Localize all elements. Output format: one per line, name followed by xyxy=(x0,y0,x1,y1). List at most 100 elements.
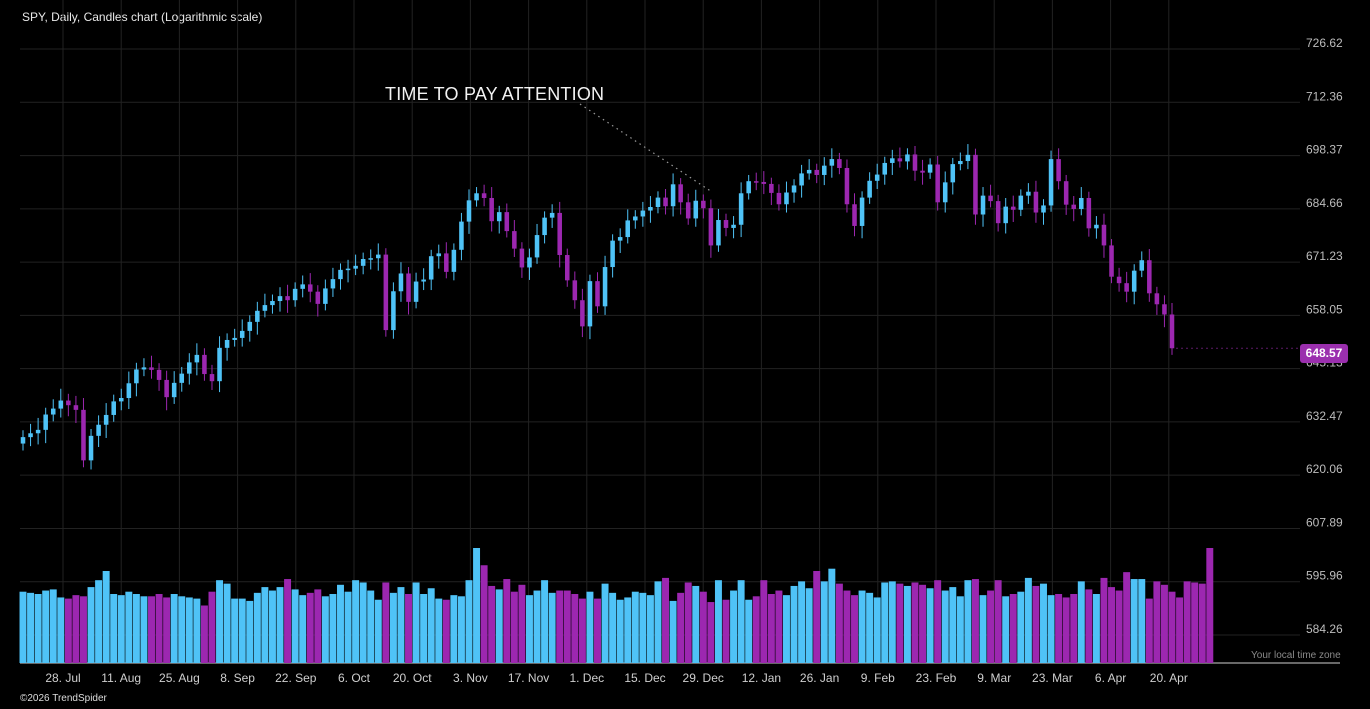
volume-bar xyxy=(1017,591,1025,663)
volume-bar xyxy=(291,589,299,663)
candle-body xyxy=(35,429,41,434)
volume-bar xyxy=(79,596,87,663)
y-axis-tick-label: 684.66 xyxy=(1306,196,1343,210)
volume-bar xyxy=(858,590,866,663)
volume-bar xyxy=(1047,595,1055,663)
candle-body xyxy=(542,217,547,236)
y-axis-tick-label: 698.37 xyxy=(1306,143,1343,157)
volume-bar xyxy=(730,590,738,663)
volume-bar xyxy=(246,600,254,663)
candle-body xyxy=(428,256,434,280)
volume-bar xyxy=(662,577,670,663)
volume-bar xyxy=(783,595,790,663)
volume-bar xyxy=(337,584,344,663)
volume-bar xyxy=(427,588,435,663)
volume-bar xyxy=(140,596,148,663)
candle-body xyxy=(436,253,442,257)
candle-body xyxy=(1124,283,1129,292)
candle-body xyxy=(746,181,751,194)
candle-body xyxy=(58,400,64,409)
volume-bar xyxy=(654,581,662,663)
volume-bar xyxy=(699,591,707,663)
y-axis-tick-label: 671.23 xyxy=(1306,249,1343,263)
candle-body xyxy=(685,202,691,219)
candle-body xyxy=(1010,206,1016,210)
volume-bar xyxy=(813,571,821,663)
candle-body xyxy=(1147,260,1152,294)
volume-bar xyxy=(329,594,337,663)
candle-body xyxy=(1086,197,1092,229)
candle-body xyxy=(50,408,56,415)
volume-bar xyxy=(684,582,692,663)
candle-body xyxy=(942,182,948,203)
y-axis-tick-label: 595.96 xyxy=(1306,569,1343,583)
volume-bar xyxy=(646,595,654,663)
x-axis-tick-label: 29. Dec xyxy=(683,671,724,685)
volume-bar xyxy=(87,587,95,663)
candle-body xyxy=(459,221,464,250)
volume-bar xyxy=(412,582,420,663)
volume-bar xyxy=(170,594,178,663)
x-axis-tick-label: 25. Aug xyxy=(159,671,200,685)
x-axis-tick-label: 23. Feb xyxy=(916,671,957,685)
volume-bar xyxy=(639,592,647,663)
candle-body xyxy=(595,281,600,307)
candle-body xyxy=(1109,245,1114,277)
volume-bar xyxy=(805,588,813,663)
candle-body xyxy=(791,185,797,193)
volume-bar xyxy=(155,594,163,663)
volume-bar xyxy=(117,595,125,663)
candle-body xyxy=(88,435,94,461)
volume-bar xyxy=(1032,585,1040,663)
volume-bar xyxy=(956,596,964,663)
candle-body xyxy=(701,200,706,209)
candle-body xyxy=(96,424,101,436)
candle-body xyxy=(156,369,162,380)
candle-body xyxy=(368,258,373,260)
volume-bar xyxy=(533,590,541,663)
volume-bar xyxy=(609,592,617,663)
x-axis-tick-label: 3. Nov xyxy=(453,671,488,685)
timezone-label[interactable]: Your local time zone xyxy=(1251,650,1341,661)
volume-bar xyxy=(896,583,904,663)
volume-bar xyxy=(828,568,836,663)
candle-body xyxy=(814,169,819,175)
volume-bar xyxy=(405,594,412,663)
candle-body xyxy=(829,159,835,166)
volume-bar xyxy=(775,590,783,663)
volume-bar xyxy=(1183,581,1191,663)
x-axis-tick-label: 20. Apr xyxy=(1150,671,1188,685)
candle-body xyxy=(277,296,283,302)
volume-bar xyxy=(231,598,239,663)
candle-body xyxy=(73,405,79,410)
x-axis-tick-label: 26. Jan xyxy=(800,671,839,685)
volume-bar xyxy=(745,599,753,663)
volume-bar xyxy=(820,581,828,663)
candle-body xyxy=(610,240,615,268)
candle-body xyxy=(1079,197,1084,209)
candle-body xyxy=(307,284,313,292)
volume-bar xyxy=(548,592,556,663)
volume-bar xyxy=(798,581,806,663)
volume-bar xyxy=(495,589,503,663)
candle-body xyxy=(882,162,888,175)
candle-body xyxy=(973,154,978,215)
x-axis-tick-label: 11. Aug xyxy=(101,671,141,685)
volume-bar xyxy=(465,580,473,663)
candle-body xyxy=(753,181,759,183)
y-axis-tick-label: 658.05 xyxy=(1306,302,1343,316)
last-price-badge: 648.57 xyxy=(1300,344,1348,363)
volume-bar xyxy=(843,590,851,663)
volume-bar xyxy=(503,579,511,663)
volume-bar xyxy=(510,591,518,663)
volume-bar xyxy=(480,565,488,663)
volume-bar xyxy=(352,580,360,663)
volume-bar xyxy=(1138,579,1146,663)
candle-body xyxy=(1033,191,1039,213)
candle-body xyxy=(360,259,366,266)
volume-bar xyxy=(1024,577,1032,663)
candle-body xyxy=(512,231,517,249)
candle-body xyxy=(496,212,502,222)
candle-body xyxy=(716,220,721,246)
